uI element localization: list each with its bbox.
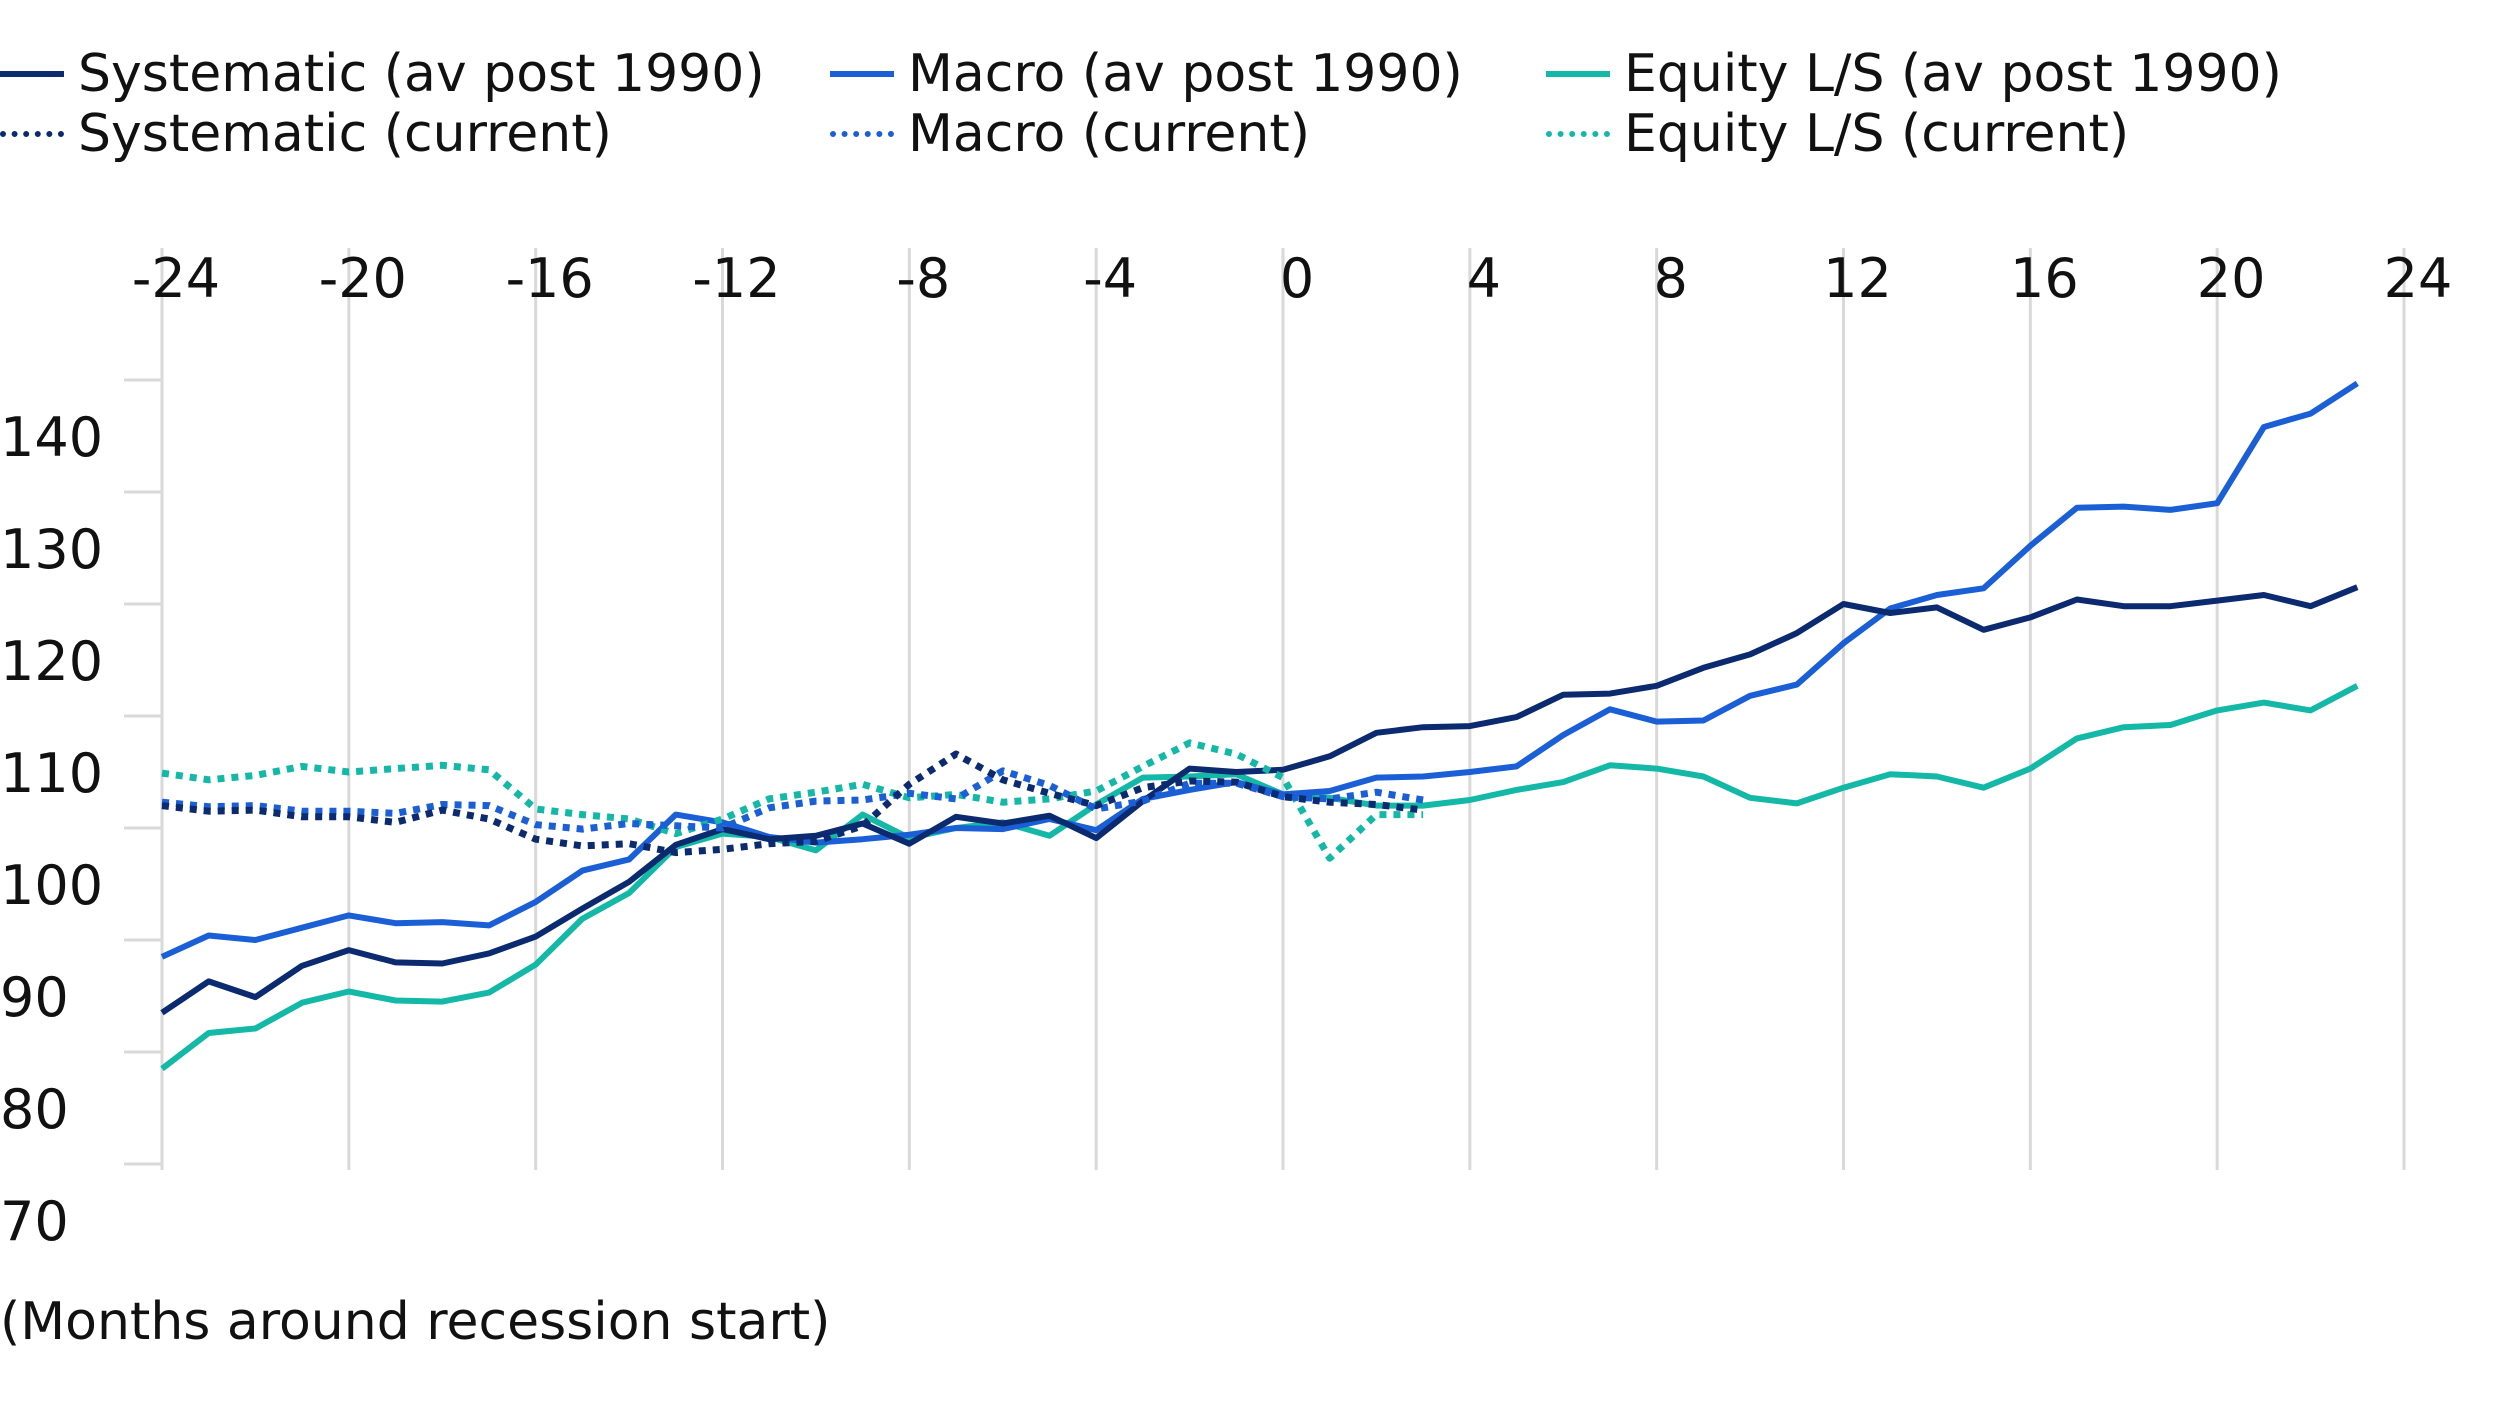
x-tick-label-20: 20: [2197, 247, 2266, 310]
x-axis-tick-labels: -24 -20 -16 -12 -8 -4 0 4 8 12 16 20 24: [132, 247, 2452, 310]
x-tick-label--20: -20: [319, 247, 407, 310]
series-layer: [160, 380, 2359, 1072]
legend-item-equity-avg: Equity L/S (av post 1990): [1546, 44, 2282, 104]
x-axis-label: (Months around recession start): [0, 1292, 831, 1352]
y-tick-label-120: 120: [0, 630, 103, 693]
x-tick-label--12: -12: [692, 247, 780, 310]
legend-item-systematic-current: Systematic (current): [0, 104, 612, 164]
x-tick-label-4: 4: [1467, 247, 1501, 310]
legend-label-macro-current: Macro (current): [908, 104, 1311, 164]
legend-swatch-systematic-current: [0, 131, 64, 137]
x-tick-label--4: -4: [1083, 247, 1137, 310]
legend-item-macro-current: Macro (current): [830, 104, 1310, 164]
legend-label-equity-current: Equity L/S (current): [1624, 104, 2130, 164]
legend-swatch-systematic-avg: [0, 71, 64, 77]
x-tick-label--8: -8: [896, 247, 950, 310]
x-tick-label--24: -24: [132, 247, 220, 310]
legend-swatch-macro-current: [830, 131, 894, 137]
x-tick-label-16: 16: [2010, 247, 2079, 310]
legend-label-systematic-avg: Systematic (av post 1990): [78, 44, 765, 104]
x-tick-label-8: 8: [1653, 247, 1687, 310]
grid-layer: [124, 248, 2406, 1170]
series-line-systematic-av-post-1990: [160, 584, 2359, 1016]
series-line-macro-current: [161, 767, 1424, 833]
series-line-systematic-current: [161, 750, 1424, 857]
x-tick-label--16: -16: [506, 247, 594, 310]
series-line-equity-l-s-current: [161, 739, 1424, 862]
y-tick-label-140: 140: [0, 406, 103, 469]
y-tick-label-90: 90: [0, 966, 69, 1029]
y-tick-label-80: 80: [0, 1078, 69, 1141]
y-tick-label-70: 70: [0, 1190, 69, 1253]
legend-label-equity-avg: Equity L/S (av post 1990): [1624, 44, 2282, 104]
legend-swatch-equity-avg: [1546, 71, 1610, 77]
y-tick-label-130: 130: [0, 518, 103, 581]
y-axis-tick-labels: 70 80 90 100 110 120 130 140: [0, 406, 103, 1253]
x-tick-label-12: 12: [1823, 247, 1892, 310]
legend-item-equity-current: Equity L/S (current): [1546, 104, 2129, 164]
series-line-equity-l-s-av-post-1990: [160, 683, 2359, 1072]
legend-item-macro-avg: Macro (av post 1990): [830, 44, 1463, 104]
chart-legend: Systematic (av post 1990) Systematic (cu…: [0, 30, 2496, 170]
legend-item-systematic-avg: Systematic (av post 1990): [0, 44, 765, 104]
x-tick-label-24: 24: [2384, 247, 2453, 310]
y-tick-label-100: 100: [0, 854, 103, 917]
legend-swatch-macro-avg: [830, 71, 894, 77]
series-line-macro-av-post-1990: [160, 380, 2359, 960]
legend-label-macro-avg: Macro (av post 1990): [908, 44, 1463, 104]
legend-swatch-equity-current: [1546, 131, 1610, 137]
y-tick-label-110: 110: [0, 742, 103, 805]
legend-label-systematic-current: Systematic (current): [78, 104, 612, 164]
x-tick-label-0: 0: [1280, 247, 1314, 310]
